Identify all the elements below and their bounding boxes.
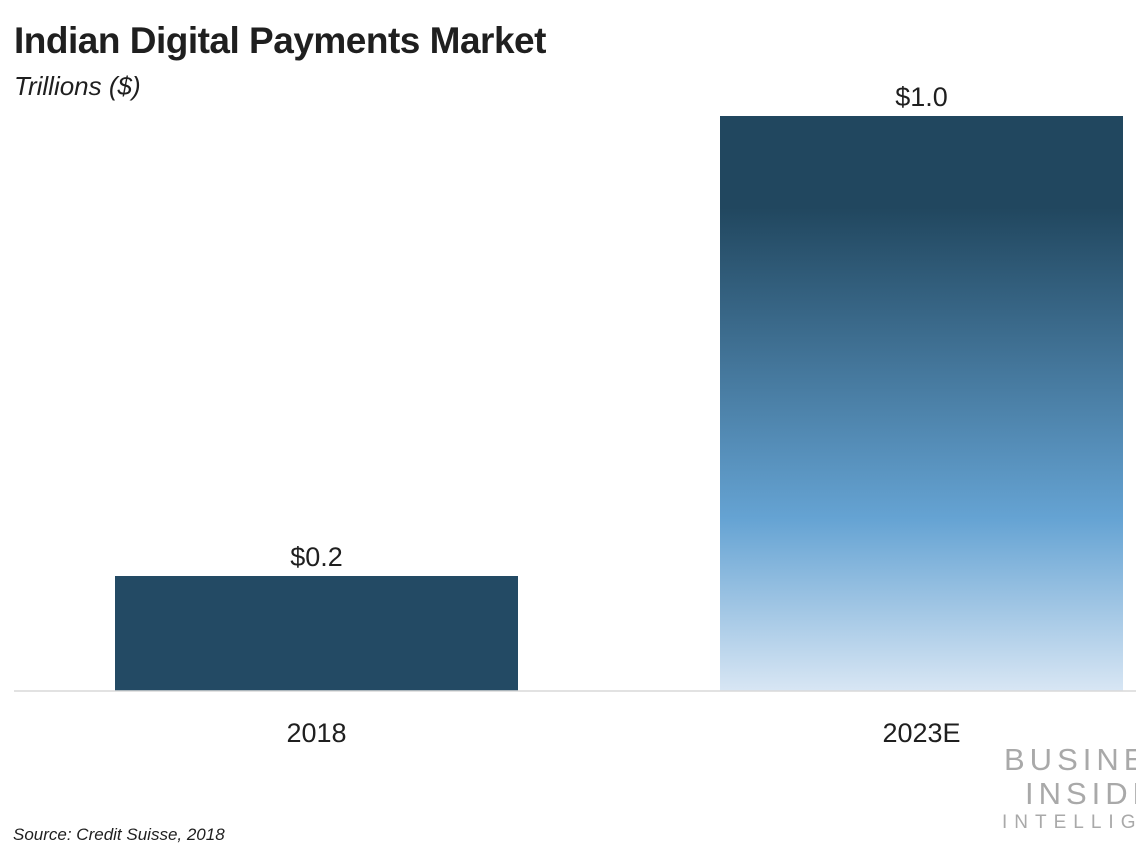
logo-line-2: INSIDER (1025, 776, 1136, 811)
x-tick-label-2018: 2018 (286, 718, 346, 748)
bar-2018 (115, 576, 518, 691)
bar-2023e (720, 116, 1123, 691)
chart-title: Indian Digital Payments Market (14, 20, 546, 61)
chart-subtitle: Trillions ($) (14, 71, 141, 101)
data-label-2023e: $1.0 (895, 82, 948, 112)
logo-line-3: INTELLIGENCE (1002, 812, 1136, 833)
bars-layer (115, 116, 1123, 691)
data-label-2018: $0.2 (290, 542, 343, 572)
brand-logo: BUSINESS INSIDER INTELLIGENCE (1000, 742, 1136, 834)
labels-layer: $0.2 2018 $1.0 2023E (286, 82, 960, 748)
logo-line-1: BUSINESS (1004, 742, 1136, 777)
source-note: Source: Credit Suisse, 2018 (13, 825, 225, 844)
x-tick-label-2023e: 2023E (882, 718, 960, 748)
